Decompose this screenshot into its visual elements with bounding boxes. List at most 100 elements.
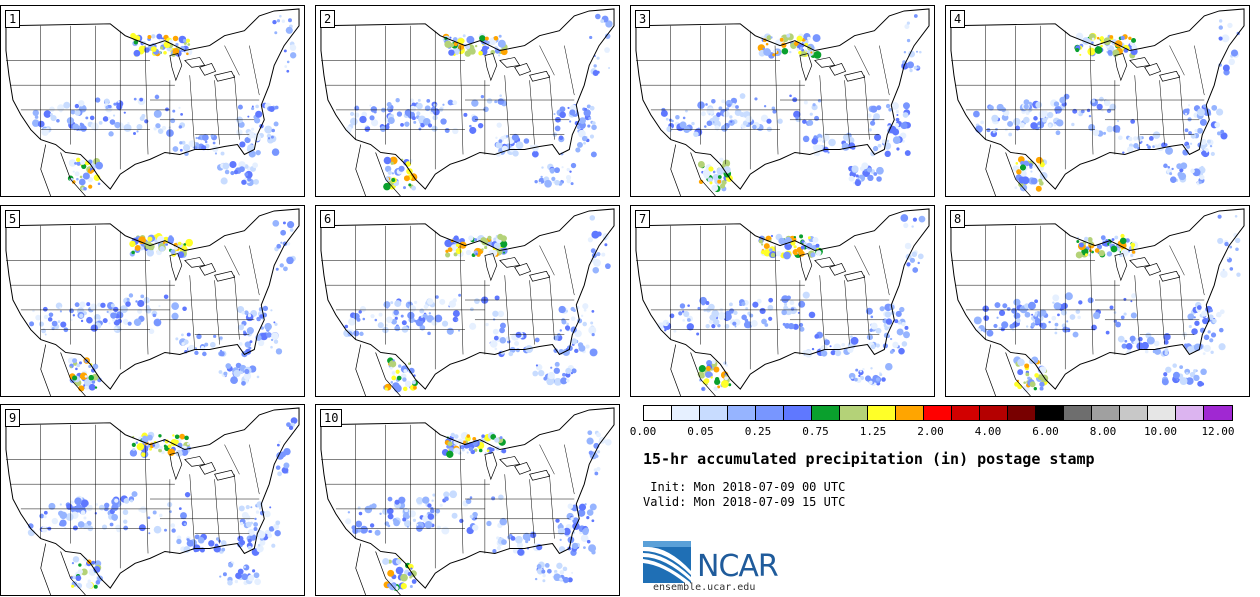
precip-cell <box>1218 327 1224 333</box>
precip-cell <box>583 308 587 312</box>
precip-cell <box>1133 136 1138 141</box>
precip-cell <box>909 257 916 263</box>
precip-cell <box>492 318 496 321</box>
precip-cell <box>90 303 98 311</box>
precip-cell <box>139 506 147 514</box>
precip-cell <box>734 325 737 328</box>
ncar-swoosh-icon <box>643 541 691 583</box>
precip-cell <box>666 322 669 325</box>
map-boundary <box>564 444 575 495</box>
ensemble-member-panel: 3 <box>630 5 935 197</box>
precip-cell <box>498 54 501 57</box>
precip-cell <box>763 48 771 56</box>
precip-cell <box>256 501 263 508</box>
precip-cell <box>1055 130 1061 136</box>
map-boundary <box>774 45 779 155</box>
precip-cell <box>1001 107 1007 113</box>
precip-cell <box>494 347 498 351</box>
precip-cell <box>131 491 138 498</box>
precip-cell <box>807 36 811 41</box>
precip-cell <box>275 267 279 271</box>
precip-cell <box>593 64 597 68</box>
precip-cell <box>264 322 272 331</box>
precip-cell <box>89 115 95 121</box>
precip-cell <box>175 337 179 341</box>
precip-cell <box>93 584 98 589</box>
precip-cell <box>1047 111 1054 119</box>
precip-cell <box>725 107 730 111</box>
precip-cell <box>195 136 198 140</box>
precip-cell <box>186 332 191 337</box>
precip-cell <box>458 293 462 297</box>
precip-cell <box>1185 371 1189 376</box>
precip-cell <box>172 48 180 55</box>
precip-cell <box>72 314 76 317</box>
precip-cell <box>69 308 74 314</box>
precip-cell <box>704 125 707 128</box>
precip-cell <box>868 380 873 385</box>
precip-cell <box>559 111 566 119</box>
precip-cell <box>400 573 408 582</box>
colorbar-swatch <box>868 406 896 420</box>
precip-cell <box>448 300 457 308</box>
precip-cell <box>793 110 801 119</box>
precip-cell <box>427 123 433 128</box>
precip-cell <box>390 161 394 165</box>
precip-cell <box>137 308 143 314</box>
precip-cell <box>1077 111 1080 115</box>
precip-cell <box>717 311 726 320</box>
precip-cell <box>1235 247 1239 252</box>
precip-cell <box>133 318 142 327</box>
precip-cell <box>395 369 400 374</box>
precip-cell <box>995 128 998 131</box>
precip-cell <box>714 378 721 386</box>
precip-cell <box>1221 34 1230 43</box>
precip-cell <box>783 251 791 260</box>
precip-cell <box>1212 318 1217 324</box>
precip-cell <box>497 39 506 48</box>
precip-cell <box>1147 145 1151 149</box>
precip-cell <box>392 359 395 362</box>
precip-cell <box>534 577 538 581</box>
precip-cell <box>257 339 265 347</box>
precip-cell <box>1220 132 1228 140</box>
precip-cell <box>414 319 417 323</box>
precip-cell <box>1025 372 1030 377</box>
precip-cell <box>1116 119 1120 123</box>
precip-cell <box>446 450 454 458</box>
precip-cell <box>233 169 239 175</box>
precip-cell <box>168 39 173 44</box>
map-boundary <box>234 275 240 340</box>
precip-cell <box>1019 164 1027 171</box>
precip-cell <box>286 69 290 73</box>
precip-cell <box>396 111 403 117</box>
precip-cell <box>384 387 388 391</box>
precip-cell <box>466 451 469 454</box>
precip-cell <box>562 372 566 377</box>
precip-cell <box>186 539 194 547</box>
precip-cell <box>855 368 859 372</box>
precip-cell <box>592 70 599 76</box>
map-boundary <box>40 144 86 196</box>
precip-cell <box>580 534 589 543</box>
precip-cell <box>600 19 605 24</box>
precip-cell <box>135 300 138 303</box>
precip-cell <box>90 324 98 332</box>
precip-cell <box>1091 99 1096 103</box>
precip-cell <box>49 112 53 116</box>
precip-cell <box>438 107 444 112</box>
precip-cell <box>542 573 546 578</box>
precip-cell <box>733 310 738 315</box>
precip-cell <box>900 122 908 130</box>
precip-cell <box>27 529 35 537</box>
precip-cell <box>417 98 421 102</box>
precip-cell <box>884 311 892 318</box>
precip-cell <box>1109 305 1114 310</box>
precip-cell <box>219 351 225 357</box>
precip-cell <box>401 320 407 326</box>
precip-cell <box>441 320 449 327</box>
precip-map <box>320 208 615 396</box>
map-boundary <box>1159 80 1165 145</box>
map-boundary <box>564 45 575 96</box>
precip-cell <box>565 378 570 383</box>
